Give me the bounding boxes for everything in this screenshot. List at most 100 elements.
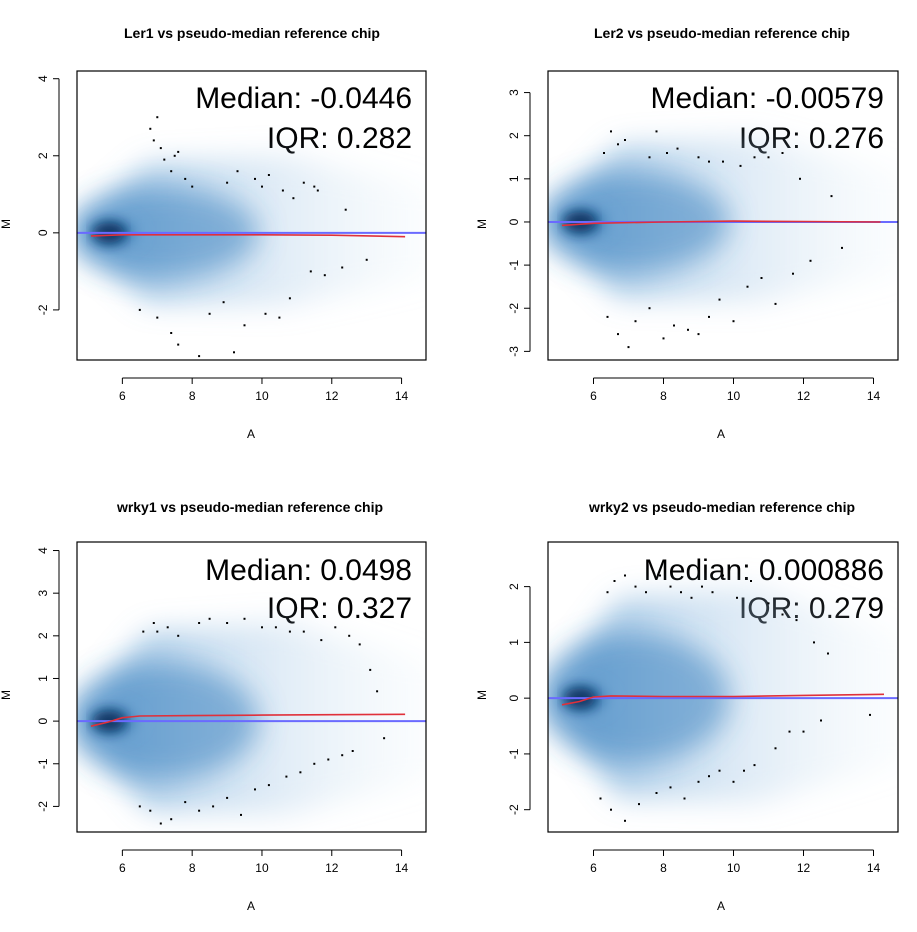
- outlier-point: [208, 617, 211, 620]
- loess-line: [561, 693, 885, 706]
- outlier-point: [690, 596, 693, 599]
- x-tick-label: 6: [119, 389, 126, 403]
- plot-frame: [76, 70, 427, 361]
- y-tick-label: -1: [507, 748, 521, 759]
- outlier-point: [254, 788, 256, 791]
- outlier-point: [309, 270, 312, 273]
- outlier-point: [313, 185, 316, 188]
- outlier-point: [254, 177, 256, 180]
- y-tick-label: -1: [36, 758, 50, 769]
- outlier-point: [645, 591, 647, 594]
- outlier-point: [746, 285, 749, 288]
- outlier-point: [617, 333, 619, 336]
- outlier-point: [750, 580, 752, 582]
- panel-1-median: Median: -0.0446: [195, 82, 412, 115]
- outlier-point: [138, 308, 141, 311]
- y-tick-label: 1: [507, 639, 521, 646]
- outlier-point: [638, 803, 640, 806]
- outlier-point: [767, 156, 770, 159]
- outlier-point: [599, 797, 602, 800]
- outlier-point: [292, 197, 295, 200]
- y-tick-label: 3: [507, 89, 521, 96]
- outlier-point: [760, 277, 763, 279]
- outlier-point: [383, 737, 386, 740]
- panel-4-median: Median: 0.000886: [644, 554, 884, 587]
- outlier-point: [753, 764, 756, 767]
- outlier-point: [606, 315, 609, 318]
- outlier-point: [264, 312, 267, 315]
- panel-4-title: wrky2 vs pseudo-median reference chip: [588, 499, 855, 515]
- outlier-point: [662, 337, 665, 340]
- outlier-point: [226, 622, 229, 624]
- density-cloud: [77, 621, 426, 816]
- y-tick-label: 1: [507, 175, 521, 182]
- x-tick-label: 10: [255, 389, 269, 403]
- outlier-point: [163, 158, 166, 161]
- outlier-point: [288, 297, 291, 300]
- outlier-point: [722, 160, 724, 163]
- outlier-point: [170, 818, 173, 821]
- y-tick-label: 2: [36, 152, 50, 159]
- outlier-point: [267, 174, 270, 176]
- outlier-point: [617, 143, 619, 146]
- outlier-point: [156, 630, 159, 633]
- outlier-point: [711, 591, 714, 594]
- outlier-point: [302, 630, 305, 633]
- outlier-point: [233, 351, 235, 354]
- panel-2-xlabel: A: [717, 427, 725, 441]
- outlier-point: [358, 643, 361, 646]
- outlier-point: [718, 769, 721, 772]
- outlier-point: [610, 130, 612, 133]
- panel-4: wrky2 vs pseudo-median reference chip Me…: [475, 499, 899, 913]
- outlier-point: [774, 747, 777, 750]
- outlier-point: [243, 324, 246, 327]
- loess-line: [90, 234, 406, 238]
- outlier-point: [236, 170, 239, 173]
- outlier-point: [610, 808, 612, 811]
- outlier-point: [212, 805, 215, 808]
- y-tick-label: -2: [36, 801, 50, 812]
- outlier-point: [743, 769, 745, 772]
- outlier-point: [288, 630, 291, 633]
- outlier-point: [365, 258, 368, 261]
- outlier-point: [159, 822, 162, 825]
- outlier-points: [603, 130, 843, 349]
- outlier-point: [299, 771, 302, 774]
- outlier-point: [341, 754, 344, 757]
- outlier-point: [676, 147, 679, 150]
- outlier-point: [732, 320, 735, 323]
- outlier-point: [648, 156, 651, 159]
- outlier-point: [316, 189, 319, 192]
- x-tick-label: 10: [255, 861, 269, 875]
- outlier-point: [697, 780, 700, 783]
- outlier-point: [376, 690, 379, 693]
- outlier-point: [261, 626, 263, 629]
- outlier-point: [788, 730, 791, 733]
- outlier-point: [261, 185, 263, 188]
- outlier-point: [708, 315, 710, 318]
- panel-2: Ler2 vs pseudo-median reference chip Med…: [475, 25, 899, 441]
- outlier-point: [344, 208, 347, 211]
- panel-1-ylabel: M: [0, 219, 13, 229]
- outlier-point: [184, 177, 187, 180]
- outlier-point: [149, 809, 152, 812]
- outlier-point: [648, 307, 651, 310]
- plot-frame: [547, 70, 899, 361]
- x-tick-label: 6: [119, 861, 126, 875]
- outlier-point: [624, 139, 626, 141]
- outlier-point: [669, 585, 672, 588]
- outlier-points: [599, 574, 871, 822]
- plot-frame: [76, 541, 427, 833]
- outlier-point: [795, 619, 798, 622]
- x-tick-label: 14: [395, 861, 409, 875]
- outlier-point: [634, 585, 637, 588]
- outlier-point: [348, 634, 351, 637]
- x-tick-label: 8: [660, 861, 667, 875]
- outlier-point: [830, 195, 833, 198]
- outlier-point: [869, 713, 871, 716]
- panel-1: Ler1 vs pseudo-median reference chip Med…: [0, 25, 427, 441]
- outlier-point: [274, 626, 277, 629]
- outlier-point: [802, 730, 805, 733]
- outlier-point: [152, 622, 155, 624]
